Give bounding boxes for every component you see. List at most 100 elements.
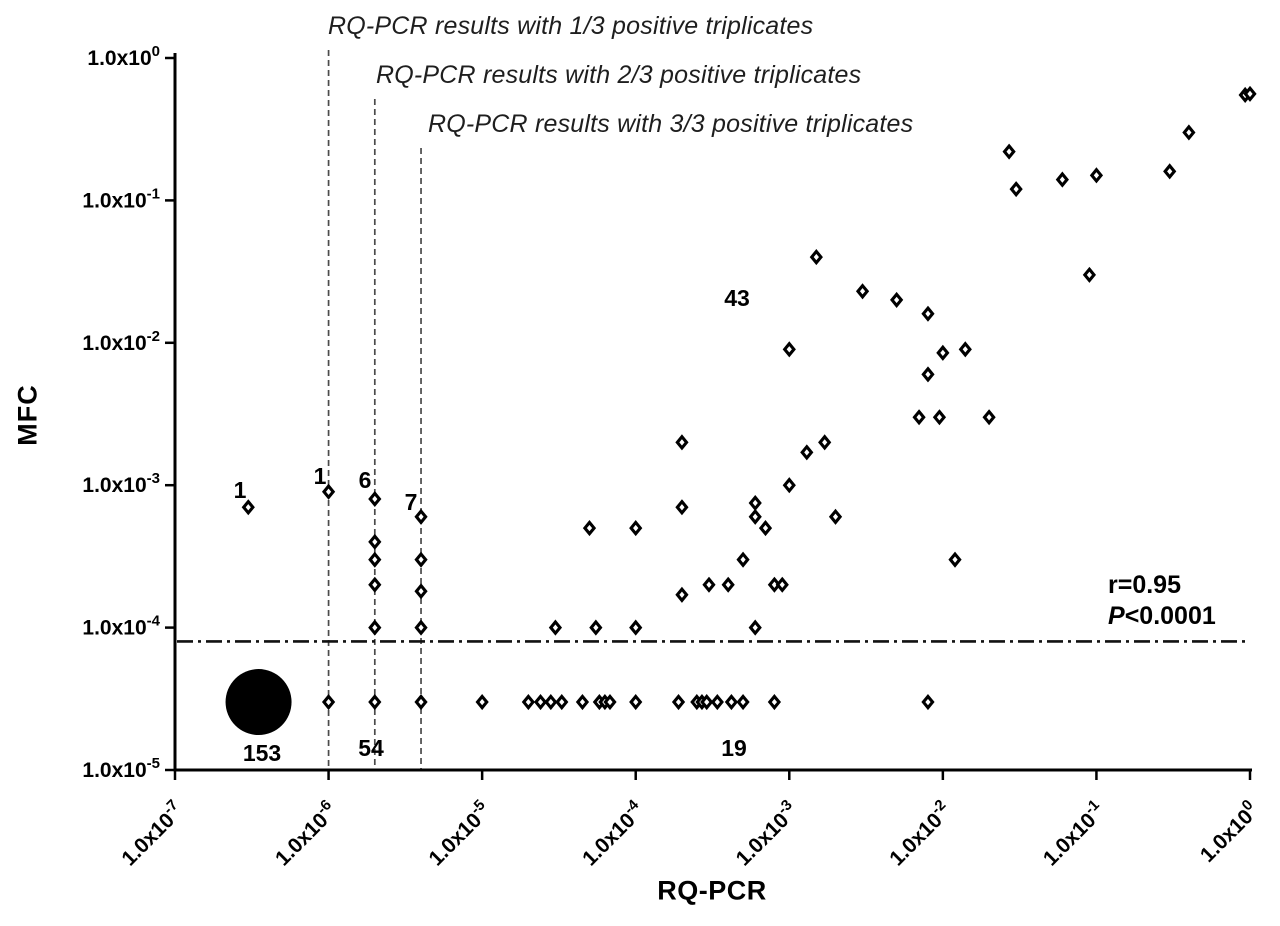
data-point <box>1009 181 1023 198</box>
y-axis-title: MFC <box>12 384 43 446</box>
count-annotation: 7 <box>405 489 418 515</box>
data-point <box>582 520 597 537</box>
data-point <box>710 694 724 711</box>
data-point <box>321 483 336 500</box>
x-tick-label: 1.0x10-2 <box>882 796 956 870</box>
data-point <box>828 508 843 525</box>
y-tick-label: 1.0x10-1 <box>82 185 160 212</box>
x-tick-label: 1.0x100 <box>1193 796 1263 866</box>
data-point <box>414 551 428 568</box>
data-point <box>241 499 255 516</box>
data-point <box>1243 85 1257 102</box>
y-tick-label: 1.0x10-3 <box>82 470 160 497</box>
data-point <box>414 508 428 525</box>
data-point <box>321 694 336 711</box>
data-point <box>544 694 558 711</box>
y-tick-label: 1.0x100 <box>87 43 160 70</box>
data-point <box>603 694 617 711</box>
data-point <box>1163 163 1177 180</box>
data-point <box>775 576 789 593</box>
count-annotation: 1 <box>314 463 327 489</box>
legend-line-2-of-3: RQ-PCR results with 2/3 positive triplic… <box>376 61 862 89</box>
data-point <box>368 694 382 711</box>
data-point <box>1002 143 1016 160</box>
data-point <box>782 477 796 494</box>
count-annotation: 43 <box>724 285 750 311</box>
y-tick-label: 1.0x10-4 <box>82 613 160 640</box>
legend-line-1-of-3: RQ-PCR results with 1/3 positive triplic… <box>328 12 814 40</box>
data-point <box>809 249 823 266</box>
data-point <box>818 434 832 451</box>
x-tick-label: 1.0x10-3 <box>729 796 803 870</box>
data-point <box>414 583 428 600</box>
data-point <box>921 694 935 711</box>
x-tick-label: 1.0x10-7 <box>115 796 189 870</box>
data-point <box>675 499 689 516</box>
data-point <box>1082 266 1097 283</box>
data-point <box>748 508 762 525</box>
legend-line-3-of-3: RQ-PCR results with 3/3 positive triplic… <box>428 110 914 138</box>
data-point <box>533 694 548 711</box>
data-point <box>912 409 926 426</box>
data-point <box>948 551 962 568</box>
count-annotation: 153 <box>243 740 281 766</box>
data-point <box>521 694 535 711</box>
data-point <box>767 694 782 711</box>
data-point <box>575 694 590 711</box>
data-point <box>368 576 382 593</box>
x-axis-title: RQ-PCR <box>657 875 767 906</box>
y-tick-label: 1.0x10-2 <box>82 328 160 355</box>
data-point <box>675 434 689 451</box>
data-point <box>724 694 739 711</box>
data-point <box>1089 167 1104 184</box>
data-point <box>368 619 382 636</box>
x-tick-label: 1.0x10-4 <box>575 796 649 870</box>
data-point <box>675 586 689 603</box>
data-point <box>748 494 762 512</box>
data-point <box>548 619 563 636</box>
x-tick-label: 1.0x10-5 <box>422 796 496 870</box>
data-point <box>982 409 996 426</box>
data-point <box>800 444 814 461</box>
data-point <box>921 305 935 322</box>
data-point <box>629 520 643 537</box>
data-point <box>414 619 428 636</box>
count-annotation: 19 <box>721 735 747 761</box>
data-point <box>958 341 972 358</box>
data-point <box>702 576 716 593</box>
x-tick-label: 1.0x10-6 <box>268 796 342 870</box>
data-point <box>921 366 935 383</box>
data-point <box>414 694 428 711</box>
data-point <box>721 576 735 593</box>
data-point <box>855 283 870 300</box>
r-value: r=0.95 <box>1108 571 1181 599</box>
data-point <box>555 694 569 711</box>
data-point <box>368 533 382 550</box>
negative-cluster-circle <box>225 669 292 736</box>
data-point <box>1182 124 1196 141</box>
data-point <box>629 619 643 636</box>
count-annotation: 54 <box>358 735 384 761</box>
data-point <box>475 694 489 711</box>
correlation-stats: r=0.95 P<0.0001 <box>1108 570 1216 632</box>
data-point <box>1055 171 1069 188</box>
data-point <box>589 619 603 636</box>
data-point <box>932 409 947 426</box>
y-tick-label: 1.0x10-5 <box>82 755 160 782</box>
data-point <box>368 551 382 568</box>
data-point <box>368 490 382 508</box>
count-annotation: 6 <box>359 467 372 493</box>
data-point <box>700 694 714 711</box>
data-point <box>629 694 643 711</box>
data-point <box>936 344 950 361</box>
count-annotation: 1 <box>234 477 247 503</box>
p-value: P<0.0001 <box>1108 602 1216 630</box>
data-point <box>671 694 686 711</box>
data-point <box>782 341 796 358</box>
x-tick-label: 1.0x10-1 <box>1036 796 1110 870</box>
data-point <box>736 694 750 711</box>
data-point <box>736 551 750 568</box>
data-point <box>748 619 762 636</box>
